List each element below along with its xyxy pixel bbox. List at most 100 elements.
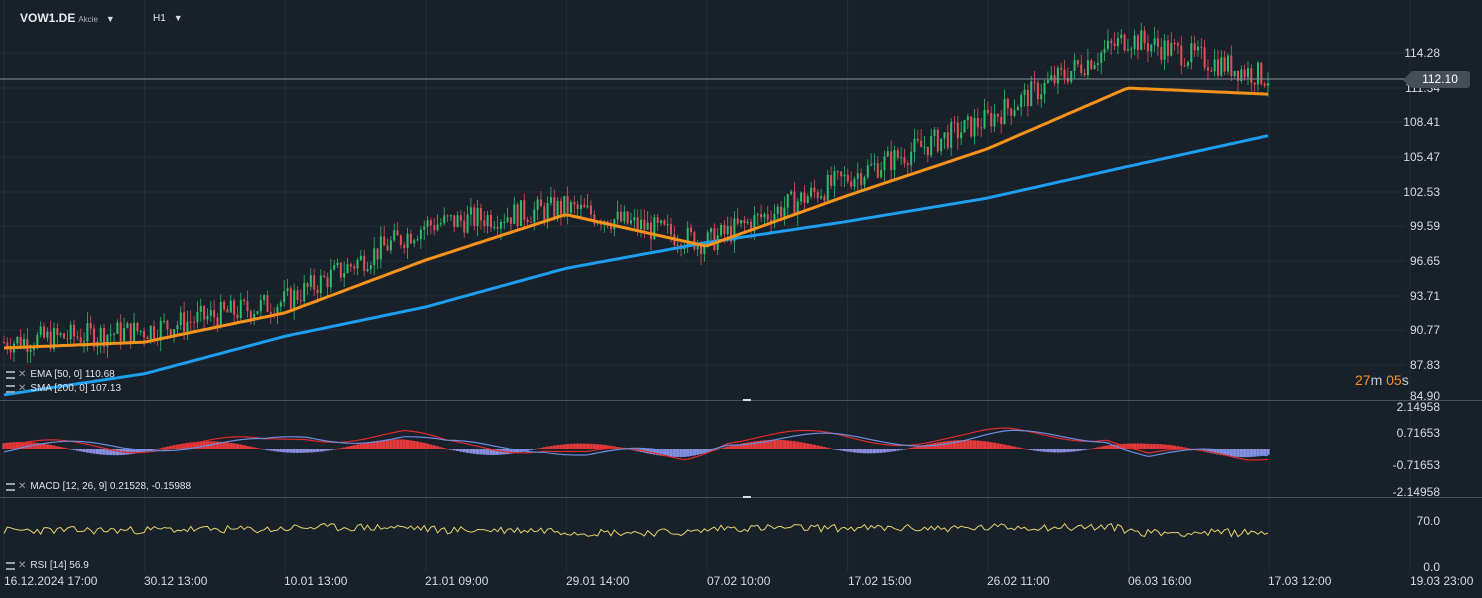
time-tick: 19.03 23:00 (1410, 574, 1474, 588)
candle (463, 211, 466, 238)
sma-legend[interactable]: ✕ SMA [200, 0] 107.13 (6, 383, 121, 394)
macd-bar (52, 445, 56, 449)
macd-bar (365, 442, 370, 449)
candle (369, 261, 372, 275)
macd-bar (272, 449, 276, 452)
macd-bar (1146, 443, 1150, 449)
macd-bar (739, 443, 743, 449)
candle (323, 270, 326, 279)
macd-bar (896, 449, 900, 451)
candle-body (1193, 43, 1196, 51)
candle-body (489, 214, 492, 228)
candle-body (1166, 40, 1169, 56)
macd-bar (579, 443, 583, 449)
macd-legend[interactable]: ✕ MACD [12, 26, 9] 0.21528, -0.15988 (6, 481, 191, 492)
candle (106, 333, 109, 359)
candle-body (503, 221, 506, 223)
candle-body (19, 336, 22, 348)
candle-body (633, 217, 636, 221)
candle-body (526, 219, 529, 223)
macd-bar (609, 445, 613, 449)
candle (433, 218, 436, 236)
macd-bar (649, 449, 653, 455)
candle-body (786, 194, 789, 208)
macd-bar (1086, 449, 1090, 450)
close-icon[interactable]: ✕ (18, 369, 27, 380)
settings-icon[interactable] (6, 561, 15, 570)
symbol-selector[interactable]: VOW1.DE Akcie ▼ (20, 11, 115, 25)
candle (1176, 41, 1179, 55)
macd-bar (385, 439, 390, 449)
macd-bar (1109, 444, 1113, 449)
settings-icon[interactable] (6, 482, 15, 491)
candle-body (209, 310, 212, 316)
candle (123, 317, 126, 344)
timeframe-selector[interactable]: H1 ▼ (153, 13, 183, 24)
pane-divider[interactable] (0, 400, 1482, 401)
rsi-legend[interactable]: ✕ RSI [14] 56.9 (6, 560, 89, 571)
close-icon[interactable]: ✕ (18, 481, 27, 492)
candle (286, 278, 289, 297)
candle-body (656, 217, 659, 224)
macd-bar (379, 440, 383, 449)
candle (666, 214, 669, 234)
candle (623, 205, 626, 225)
macd-bar (295, 449, 300, 453)
macd-bar (749, 441, 753, 449)
settings-icon[interactable] (6, 384, 15, 393)
pane-resize-handle[interactable] (743, 399, 751, 401)
macd-bar (976, 440, 980, 449)
candle-body (429, 220, 432, 226)
candle-body (1083, 72, 1086, 76)
macd-bar (269, 449, 273, 451)
close-icon[interactable]: ✕ (18, 383, 27, 394)
pane-divider[interactable] (0, 497, 1482, 498)
candle-body (686, 227, 689, 247)
candle-body (629, 220, 632, 224)
candle-body (1136, 35, 1139, 51)
candle (379, 226, 382, 269)
macd-bar (1266, 449, 1270, 455)
candle-body (403, 244, 406, 248)
candle (489, 209, 492, 232)
macd-bar (589, 443, 593, 449)
candle (1203, 39, 1206, 71)
candle (146, 335, 149, 340)
candle (483, 210, 486, 233)
candle (263, 293, 266, 305)
ema-legend[interactable]: ✕ EMA [50, 0] 110.68 (6, 369, 115, 380)
candle-body (696, 243, 699, 250)
pane-resize-handle[interactable] (743, 496, 751, 498)
current-price-tag: 112.10 (1403, 71, 1470, 88)
candle (986, 101, 989, 116)
settings-icon[interactable] (6, 370, 15, 379)
macd-bar (315, 449, 320, 452)
time-tick: 06.03 16:00 (1128, 574, 1192, 588)
macd-bar (512, 449, 516, 454)
macd-bar (62, 447, 66, 449)
candle (1130, 46, 1133, 59)
candle (663, 218, 666, 226)
candle-body (303, 283, 306, 302)
candle (206, 308, 209, 325)
macd-tick: 0.71653 (1396, 426, 1440, 440)
candle-body (1080, 64, 1083, 73)
candle (1053, 65, 1056, 87)
candle (1066, 67, 1069, 85)
candle (973, 109, 976, 145)
sma-line (3, 134, 1269, 397)
macd-bar (305, 449, 310, 453)
candle-body (1246, 68, 1249, 78)
candle-body (1186, 62, 1189, 66)
time-tick: 10.01 13:00 (284, 574, 348, 588)
candle-body (843, 174, 846, 177)
bar-countdown: 27m 05s (1355, 372, 1409, 388)
candle-body (259, 299, 262, 312)
sma-legend-label: SMA [200, 0] 107.13 (30, 383, 122, 394)
candle-body (860, 173, 863, 185)
close-icon[interactable]: ✕ (18, 560, 27, 571)
candle-body (69, 324, 72, 340)
candle-body (553, 197, 556, 218)
candle (496, 215, 499, 237)
